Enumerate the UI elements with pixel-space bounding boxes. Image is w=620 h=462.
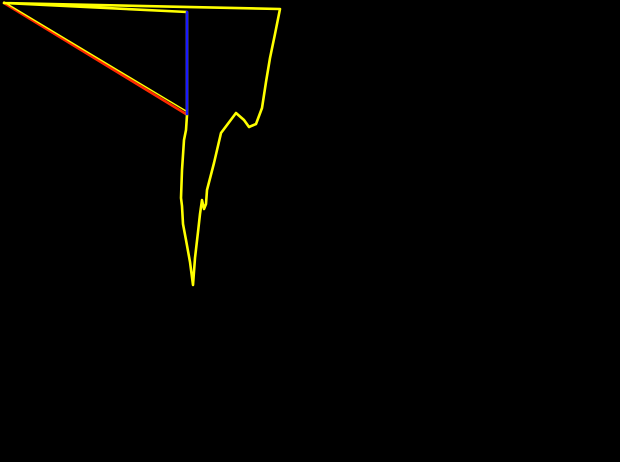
yellow-diagonal-edge: [3, 1, 187, 112]
red-diagonal-line: [2, 1, 188, 116]
yellow-outline-shape: [2, 1, 282, 287]
